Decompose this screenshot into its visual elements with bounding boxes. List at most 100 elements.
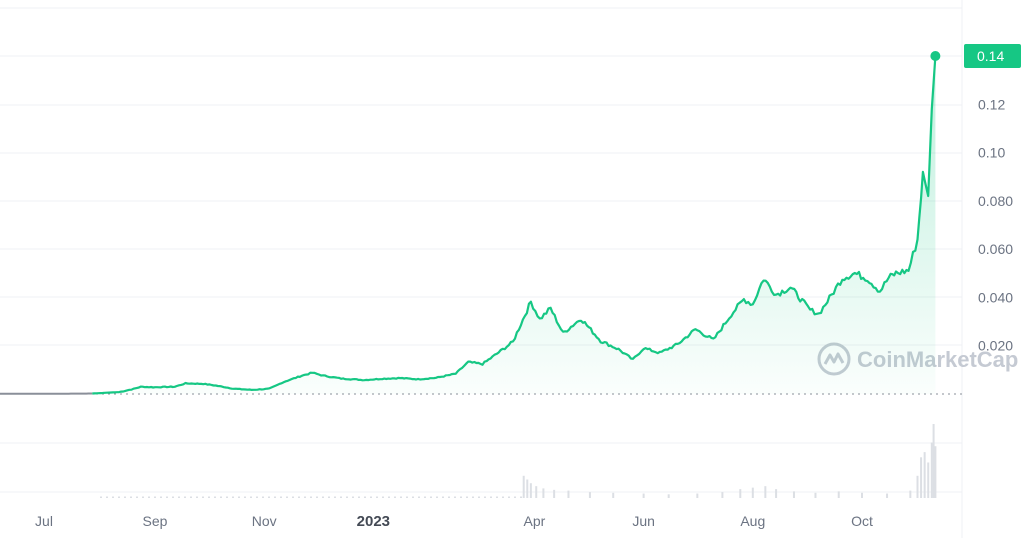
volume-bar xyxy=(250,496,252,498)
volume-bar xyxy=(232,496,234,498)
volume-bar xyxy=(160,496,162,498)
volume-bar xyxy=(346,496,348,498)
volume-bar xyxy=(286,496,288,498)
volume-bar xyxy=(226,496,228,498)
volume-bar xyxy=(316,496,318,498)
x-tick-label: Jul xyxy=(35,513,53,529)
volume-bar xyxy=(304,496,306,498)
x-tick-label: Apr xyxy=(524,513,546,529)
volume-bar xyxy=(920,457,923,498)
volume-bar xyxy=(764,486,767,498)
volume-bar xyxy=(376,496,378,498)
y-tick-label: 0.020 xyxy=(978,338,1013,354)
x-tick-label: 2023 xyxy=(357,513,390,530)
volume-bar xyxy=(522,475,525,498)
current-price-label: 0.14 xyxy=(977,48,1004,64)
volume-bar xyxy=(172,496,174,498)
volume-bar xyxy=(238,496,240,498)
volume-bar xyxy=(466,496,468,498)
volume-bar xyxy=(280,496,282,498)
volume-bar xyxy=(553,489,556,498)
volume-bar xyxy=(334,496,336,498)
volume-bar xyxy=(529,483,532,498)
y-tick-label: 0.080 xyxy=(978,193,1013,209)
volume-bar xyxy=(208,496,210,498)
volume-bar xyxy=(909,490,912,498)
volume-bar xyxy=(502,496,504,498)
volume-bar xyxy=(478,496,480,498)
volume-bar xyxy=(118,496,120,498)
x-axis: Jul Sep Nov 2023 Apr Jun Aug Oct xyxy=(35,513,873,530)
volume-bar xyxy=(454,496,456,498)
volume-bar xyxy=(861,492,863,498)
volume-bar xyxy=(430,496,432,498)
volume-bar xyxy=(214,496,216,498)
volume-bar xyxy=(460,496,462,498)
volume-bar xyxy=(106,496,108,498)
volume-bar xyxy=(448,496,450,498)
volume-bar xyxy=(588,492,591,498)
volume-bar xyxy=(136,496,138,498)
volume-bar xyxy=(542,488,545,498)
volume-bar xyxy=(112,496,114,498)
volume-bar xyxy=(244,496,246,498)
x-tick-label: Oct xyxy=(851,513,873,529)
volume-bar xyxy=(388,496,390,498)
y-tick-label: 0.12 xyxy=(978,96,1005,112)
volume-bar xyxy=(567,490,570,498)
volume-bar xyxy=(424,496,426,498)
volume-bar xyxy=(178,496,180,498)
volume-bar xyxy=(406,496,408,498)
volume-bar xyxy=(358,496,360,498)
volume-bar xyxy=(775,489,778,498)
volume-bar xyxy=(484,496,486,498)
volume-bar xyxy=(190,496,192,498)
volume-bar xyxy=(328,496,330,498)
volume-bar xyxy=(496,496,498,498)
volume-bar xyxy=(322,496,324,498)
y-axis: 0.020 0.040 0.060 0.080 0.10 0.12 xyxy=(978,96,1013,353)
volume-bar xyxy=(310,496,312,498)
volume-bar xyxy=(535,486,538,498)
volume-bar xyxy=(274,496,276,498)
y-tick-label: 0.10 xyxy=(978,145,1005,161)
x-tick-label: Jun xyxy=(632,513,655,529)
volume-bar xyxy=(184,496,186,498)
volume-bar xyxy=(934,446,937,498)
volume-bar xyxy=(490,496,492,498)
volume-bar xyxy=(923,452,926,498)
volume-bar xyxy=(202,496,204,498)
price-area-fill xyxy=(0,56,936,394)
volume-bar xyxy=(612,492,615,498)
volume-bar xyxy=(932,424,935,498)
current-price-badge: 0.14 xyxy=(964,44,1021,68)
volume-bar xyxy=(364,496,366,498)
volume-bar xyxy=(220,496,222,498)
volume-bar xyxy=(837,491,840,498)
volume-bar xyxy=(400,496,402,498)
volume-bar xyxy=(340,496,342,498)
volume-bar xyxy=(262,496,264,498)
price-line xyxy=(92,55,937,395)
volume-bar xyxy=(382,496,384,498)
volume-bar xyxy=(268,496,270,498)
x-tick-label: Nov xyxy=(252,513,277,529)
volume-bar xyxy=(418,496,420,498)
volume-bar xyxy=(667,494,670,498)
volume-bar xyxy=(256,496,258,498)
volume-bar xyxy=(130,496,132,498)
volume-bar xyxy=(514,496,516,498)
volume-bar xyxy=(166,496,168,498)
volume-bar xyxy=(412,496,414,498)
volume-bar xyxy=(442,496,444,498)
volume-bar xyxy=(520,496,522,498)
volume-bars xyxy=(100,424,937,498)
volume-bar xyxy=(814,492,817,498)
y-tick-label: 0.040 xyxy=(978,289,1013,305)
grid-lines xyxy=(0,0,963,538)
volume-bar xyxy=(696,493,699,498)
volume-bar xyxy=(739,489,742,498)
volume-bar xyxy=(196,496,198,498)
volume-bar xyxy=(751,487,754,498)
